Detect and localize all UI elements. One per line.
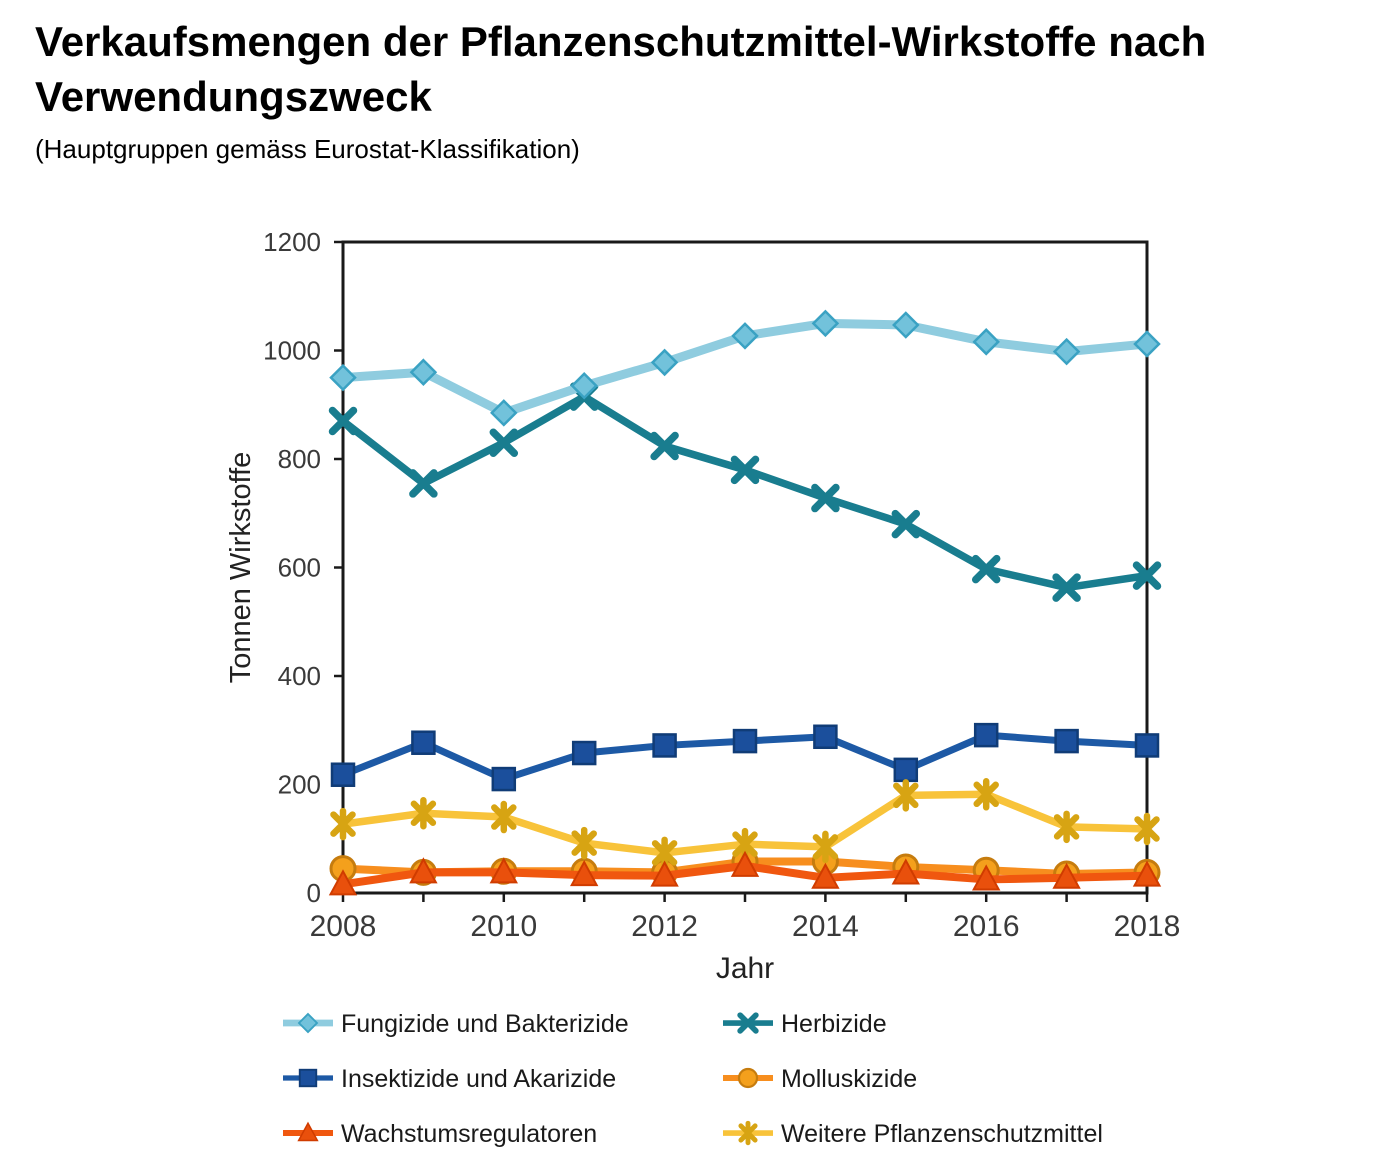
legend-label: Weitere Pflanzenschutzmittel bbox=[781, 1120, 1103, 1148]
data-point-marker-diamond bbox=[731, 322, 759, 350]
legend-item-fungizide-und-bakterizide: Fungizide und Bakterizide bbox=[283, 1010, 629, 1038]
legend-item-molluskizide: Molluskizide bbox=[723, 1065, 917, 1093]
data-point-marker-asterisk bbox=[893, 779, 919, 812]
data-point-marker-x bbox=[650, 431, 679, 461]
legend-label: Herbizide bbox=[781, 1010, 887, 1038]
x-tick-label: 2016 bbox=[953, 910, 1020, 943]
data-point-marker-triangle bbox=[570, 860, 599, 887]
y-tick-label: 400 bbox=[278, 661, 321, 691]
series-wachstumsregulatoren bbox=[328, 850, 1162, 896]
series-fungizide-und-bakterizide bbox=[329, 309, 1161, 427]
series-herbizide bbox=[328, 382, 1162, 602]
data-point-marker-asterisk bbox=[1134, 812, 1160, 846]
x-tick-label: 2018 bbox=[1114, 910, 1181, 943]
data-point-marker-x bbox=[409, 469, 438, 498]
data-point-marker-diamond bbox=[409, 358, 438, 386]
data-point-marker-x bbox=[730, 455, 760, 485]
legend-item-wachstumsregulatoren: Wachstumsregulatoren bbox=[283, 1120, 597, 1148]
data-point-marker-asterisk bbox=[973, 778, 999, 811]
data-point-marker-triangle bbox=[328, 869, 358, 896]
data-point-marker-x bbox=[891, 509, 921, 539]
legend-label: Wachstumsregulatoren bbox=[341, 1120, 597, 1148]
data-point-marker-x bbox=[811, 483, 840, 513]
data-point-marker-x bbox=[737, 1012, 759, 1034]
page-title: Verkaufsmengen der Pflanzenschutzmittel-… bbox=[35, 14, 1375, 124]
data-point-marker-diamond bbox=[490, 399, 518, 427]
series-insektizide-und-akarizide bbox=[330, 722, 1160, 792]
data-point-marker-square bbox=[893, 757, 919, 783]
data-point-marker-triangle bbox=[1132, 860, 1162, 887]
data-point-marker-triangle bbox=[811, 862, 840, 889]
legend-item-insektizide-und-akarizide: Insektizide und Akarizide bbox=[283, 1065, 616, 1093]
data-point-marker-square bbox=[571, 740, 597, 766]
y-tick-label: 200 bbox=[278, 770, 321, 800]
data-point-marker-x bbox=[489, 428, 519, 457]
data-point-marker-asterisk bbox=[410, 797, 437, 830]
data-point-marker-triangle bbox=[489, 857, 518, 884]
data-point-marker-triangle bbox=[891, 858, 920, 885]
page-subtitle: (Hauptgruppen gemäss Eurostat-Klassifika… bbox=[35, 134, 580, 164]
data-point-marker-triangle bbox=[650, 860, 679, 887]
data-point-marker-triangle bbox=[297, 1121, 319, 1142]
y-tick-label: 1200 bbox=[263, 227, 321, 257]
data-point-marker-x bbox=[328, 406, 358, 436]
data-point-marker-diamond bbox=[892, 311, 920, 339]
data-point-marker-square bbox=[491, 766, 517, 792]
data-point-marker-diamond bbox=[329, 363, 357, 392]
data-point-marker-square bbox=[1134, 733, 1160, 758]
data-point-marker-x bbox=[971, 554, 1001, 584]
data-point-marker-asterisk bbox=[812, 830, 839, 864]
data-point-marker-x bbox=[1052, 573, 1081, 602]
x-axis-label: Jahr bbox=[716, 952, 774, 985]
data-point-marker-diamond bbox=[297, 1012, 319, 1034]
y-tick-label: 600 bbox=[278, 553, 321, 583]
legend-label: Fungizide und Bakterizide bbox=[341, 1010, 629, 1038]
data-point-marker-triangle bbox=[972, 864, 1001, 891]
series-weitere-pflanzenschutzmittel bbox=[330, 778, 1160, 870]
data-point-marker-triangle bbox=[730, 850, 760, 877]
title-block: Verkaufsmengen der Pflanzenschutzmittel-… bbox=[35, 14, 1375, 165]
data-point-marker-square bbox=[1054, 728, 1079, 754]
y-tick-label: 0 bbox=[307, 878, 321, 908]
data-point-marker-square bbox=[330, 762, 356, 787]
page-title-line1: Verkaufsmengen der Pflanzenschutzmittel-… bbox=[35, 18, 1207, 65]
y-tick-label: 800 bbox=[278, 444, 321, 474]
data-point-marker-diamond bbox=[811, 309, 840, 338]
data-point-marker-triangle bbox=[1052, 862, 1081, 889]
data-point-marker-diamond bbox=[972, 328, 1000, 356]
data-point-marker-square bbox=[973, 722, 999, 748]
data-point-marker-square bbox=[298, 1068, 318, 1088]
data-point-marker-asterisk bbox=[738, 1120, 758, 1146]
x-tick-label: 2014 bbox=[792, 910, 859, 943]
series-line bbox=[339, 392, 1151, 592]
data-point-marker-diamond bbox=[570, 371, 598, 400]
x-tick-label: 2010 bbox=[470, 910, 537, 943]
data-point-marker-square bbox=[411, 730, 436, 755]
data-point-marker-square bbox=[652, 733, 677, 758]
plot-area-border bbox=[341, 240, 1149, 895]
legend-item-weitere-pflanzenschutzmittel: Weitere Pflanzenschutzmittel bbox=[723, 1120, 1103, 1148]
y-tick-label: 1000 bbox=[263, 336, 321, 366]
data-point-marker-diamond bbox=[650, 348, 679, 377]
legend-item-herbizide: Herbizide bbox=[723, 1010, 887, 1038]
data-point-marker-square bbox=[732, 728, 758, 754]
y-axis-label: Tonnen Wirkstoffe bbox=[225, 452, 257, 684]
legend-label: Insektizide und Akarizide bbox=[341, 1065, 616, 1093]
data-point-marker-square bbox=[813, 724, 838, 750]
data-point-marker-asterisk bbox=[571, 826, 597, 860]
data-point-marker-diamond bbox=[1133, 330, 1161, 358]
data-point-marker-circle bbox=[737, 1067, 759, 1089]
data-point-marker-x bbox=[1132, 561, 1162, 590]
x-tick-label: 2012 bbox=[631, 910, 698, 943]
data-point-marker-asterisk bbox=[330, 807, 356, 841]
data-point-marker-asterisk bbox=[1053, 810, 1080, 844]
data-point-marker-diamond bbox=[1052, 337, 1081, 366]
data-point-marker-triangle bbox=[409, 857, 438, 884]
legend-label: Molluskizide bbox=[781, 1065, 917, 1093]
x-tick-label: 2008 bbox=[310, 910, 377, 943]
data-point-marker-asterisk bbox=[491, 800, 517, 834]
page-title-line2: Verwendungszweck bbox=[35, 73, 432, 120]
